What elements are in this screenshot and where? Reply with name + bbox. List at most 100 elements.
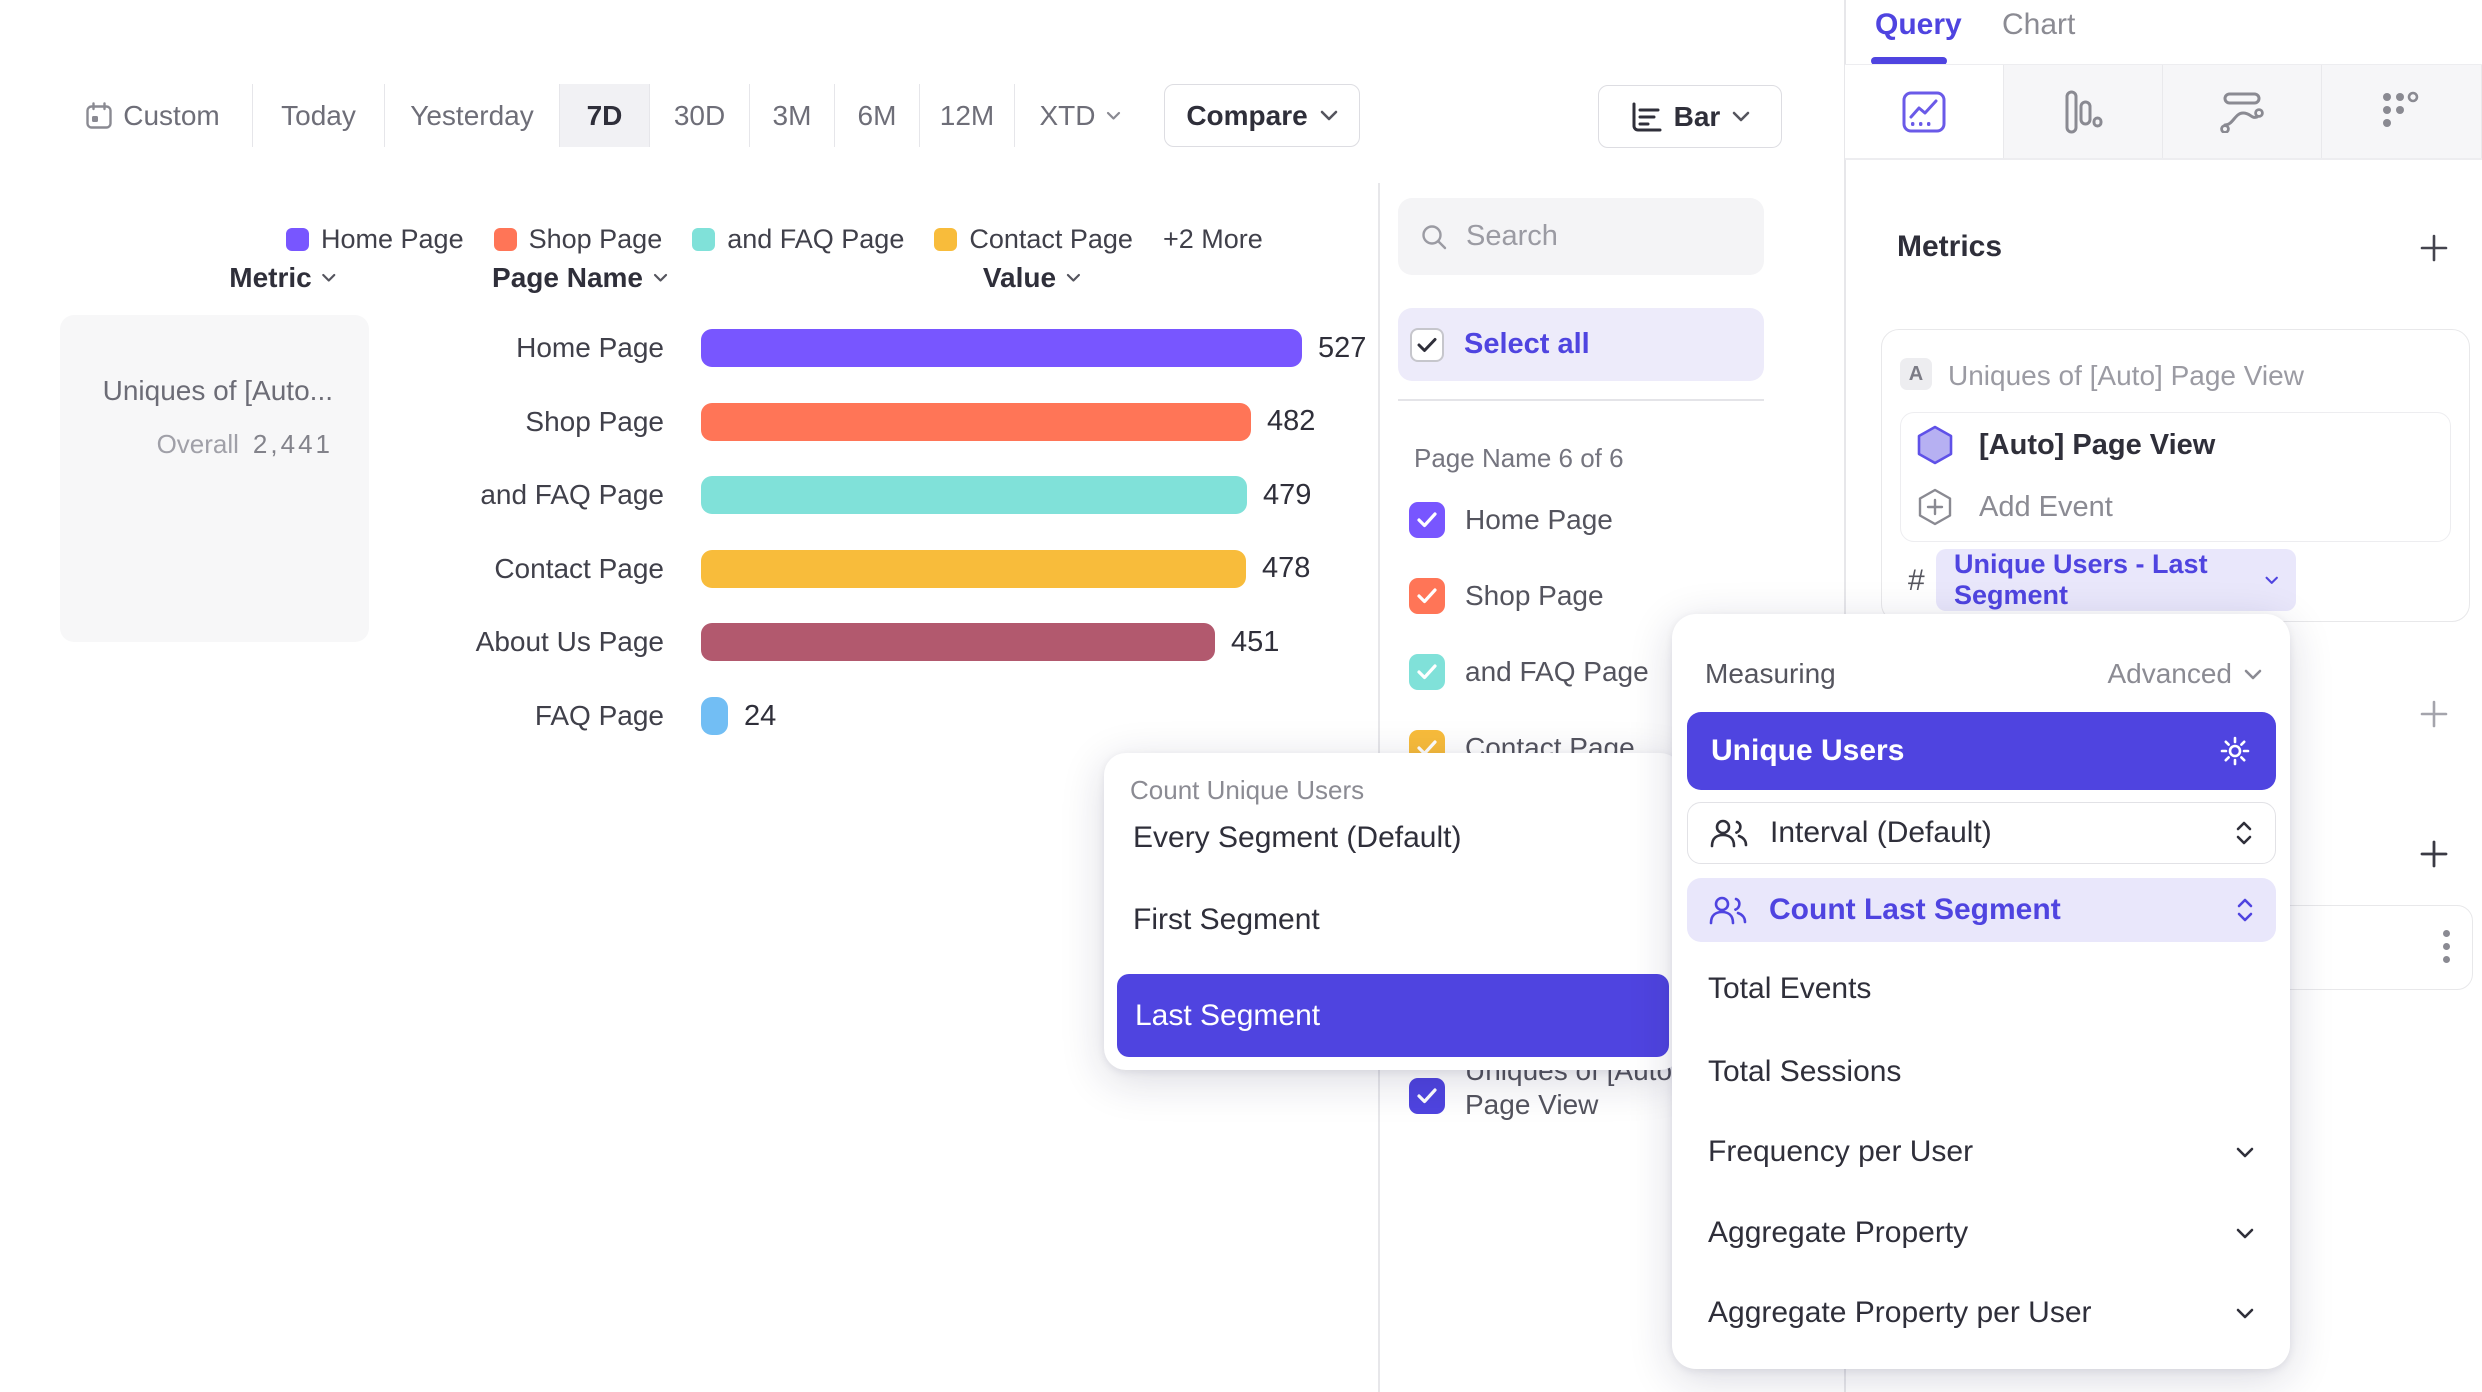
bar[interactable]: [701, 549, 1246, 588]
advanced-toggle[interactable]: Advanced: [2107, 658, 2262, 690]
chevron-down-icon: [2236, 1228, 2254, 1238]
checkbox-shop-page[interactable]: [1409, 578, 1445, 614]
bar[interactable]: [701, 623, 1215, 662]
bar-category-label: and FAQ Page: [480, 479, 664, 511]
metric-summary-card[interactable]: Uniques of [Auto... Overall 2,441: [60, 315, 369, 642]
bar[interactable]: [701, 329, 1302, 367]
segment-checkbox-row[interactable]: Shop Page: [1409, 578, 1604, 614]
measuring-option-frequency-per-user[interactable]: Frequency per User: [1708, 1135, 2254, 1169]
segment-checkbox-row[interactable]: Home Page: [1409, 502, 1613, 538]
compare-button[interactable]: Compare: [1164, 84, 1360, 147]
add-metric-button[interactable]: [2419, 233, 2449, 263]
dropdown-option-every-segment[interactable]: Every Segment (Default): [1133, 821, 1462, 854]
add-event-row[interactable]: Add Event: [1917, 487, 2113, 527]
column-header-metric[interactable]: Metric: [229, 262, 336, 294]
add-event-hexagon-plus-icon: [1918, 488, 1952, 526]
segment-label: and FAQ Page: [1465, 656, 1649, 687]
add-filter-button[interactable]: [2419, 699, 2449, 729]
metrics-heading: Metrics: [1897, 230, 2003, 263]
date-range-7d[interactable]: 7D: [560, 84, 650, 147]
bar-row: Home Page 527: [0, 329, 1366, 367]
bar-value-label: 478: [1262, 552, 1311, 585]
measuring-option-unique-users[interactable]: Unique Users: [1687, 712, 2276, 790]
metric-a-card: A Uniques of [Auto] Page View [Auto] Pag…: [1881, 329, 2470, 622]
legend-item[interactable]: and FAQ Page: [692, 224, 904, 255]
bar-category-label: Home Page: [516, 332, 664, 363]
segment-label: Shop Page: [1465, 580, 1604, 611]
bar-value-label: 479: [1263, 478, 1312, 511]
chart-type-button[interactable]: Bar: [1598, 85, 1782, 148]
measurement-pill[interactable]: Unique Users - Last Segment: [1936, 549, 2296, 611]
event-row[interactable]: [Auto] Page View: [1917, 425, 2215, 465]
segment-group-label: Page Name 6 of 6: [1414, 443, 1624, 473]
dropdown-option-last-segment[interactable]: Last Segment: [1117, 974, 1669, 1057]
legend-swatch: [286, 228, 309, 251]
chart-tab-insights[interactable]: [1845, 65, 2004, 158]
chevron-down-icon: [1320, 110, 1337, 121]
legend-item[interactable]: Shop Page: [493, 224, 662, 255]
chevron-down-icon: [1733, 111, 1750, 122]
chevron-down-icon: [2236, 1147, 2254, 1157]
bar-row: Shop Page 482: [0, 402, 1315, 441]
chart-tab-funnels[interactable]: [2004, 65, 2163, 158]
column-header-page-name[interactable]: Page Name: [492, 262, 668, 294]
measuring-option-aggregate-property-per-user[interactable]: Aggregate Property per User: [1708, 1296, 2254, 1330]
bar-value-label: 24: [744, 699, 777, 732]
bar-row: FAQ Page 24: [0, 697, 776, 735]
bar[interactable]: [701, 402, 1251, 441]
select-all-checkbox[interactable]: [1410, 327, 1444, 362]
kebab-menu-icon[interactable]: [2443, 930, 2450, 963]
metric-row-title: Uniques of [Auto] Page View: [1948, 360, 2304, 391]
chart-tab-retention[interactable]: [2322, 65, 2482, 158]
bar[interactable]: [701, 476, 1247, 515]
date-range-3m[interactable]: 3M: [750, 84, 835, 147]
people-icon: [1710, 819, 1748, 848]
tab-chart[interactable]: Chart: [2002, 8, 2076, 41]
gear-icon[interactable]: [2218, 734, 2252, 768]
search-placeholder: Search: [1466, 220, 1558, 252]
chevron-down-icon: [2265, 576, 2278, 584]
date-range-toolbar: Custom Today Yesterday 7D 30D 3M 6M 12M XTD: [53, 84, 1145, 147]
bar-row: Contact Page 478: [0, 549, 1311, 588]
segment-search-input[interactable]: Search: [1398, 198, 1764, 275]
measuring-suboption-interval[interactable]: Interval (Default): [1687, 802, 2276, 864]
measuring-option-aggregate-property[interactable]: Aggregate Property: [1708, 1216, 2254, 1250]
legend-item[interactable]: Contact Page: [934, 224, 1133, 255]
date-range-today[interactable]: Today: [253, 84, 385, 147]
measuring-option-total-events[interactable]: Total Events: [1708, 972, 1872, 1005]
date-range-12m[interactable]: 12M: [920, 84, 1015, 147]
hash-symbol: #: [1908, 564, 1925, 597]
chart-type-label: Bar: [1673, 100, 1721, 132]
date-range-30d[interactable]: 30D: [650, 84, 750, 147]
add-event-label: Add Event: [1979, 490, 2113, 523]
add-breakdown-button[interactable]: [2419, 839, 2449, 869]
chart-tab-flows[interactable]: [2163, 65, 2322, 158]
date-range-yesterday[interactable]: Yesterday: [385, 84, 560, 147]
legend-swatch: [934, 228, 958, 251]
select-all-toggle[interactable]: Select all: [1398, 308, 1764, 381]
checkbox-and-faq-page[interactable]: [1409, 654, 1445, 690]
column-header-value[interactable]: Value: [983, 262, 1081, 294]
compare-label: Compare: [1186, 99, 1308, 131]
legend-more[interactable]: +2 More: [1162, 224, 1263, 254]
legend-swatch: [692, 228, 716, 251]
event-card: [Auto] Page View Add Event: [1900, 412, 2451, 542]
dropdown-option-first-segment[interactable]: First Segment: [1133, 903, 1320, 936]
divider: [1845, 64, 2482, 66]
checkbox-uniques-of-auto-page-view[interactable]: [1409, 1078, 1445, 1114]
date-range-custom[interactable]: Custom: [53, 84, 253, 147]
measuring-option-total-sessions[interactable]: Total Sessions: [1708, 1055, 1902, 1088]
calendar-icon: [86, 101, 112, 129]
legend-item[interactable]: Home Page: [286, 224, 464, 255]
legend-swatch: [493, 228, 517, 251]
dots-grid-icon: [2382, 91, 2418, 127]
measuring-suboption-count-last-segment[interactable]: Count Last Segment: [1687, 878, 2276, 942]
tab-query[interactable]: Query: [1875, 8, 1962, 41]
checkbox-home-page[interactable]: [1409, 502, 1445, 538]
date-range-xtd[interactable]: XTD: [1015, 84, 1145, 147]
bar[interactable]: [701, 697, 728, 735]
stepper-icon: [2237, 898, 2253, 922]
stepper-icon: [2236, 821, 2252, 845]
date-range-6m[interactable]: 6M: [835, 84, 920, 147]
segment-checkbox-row[interactable]: and FAQ Page: [1409, 654, 1649, 690]
